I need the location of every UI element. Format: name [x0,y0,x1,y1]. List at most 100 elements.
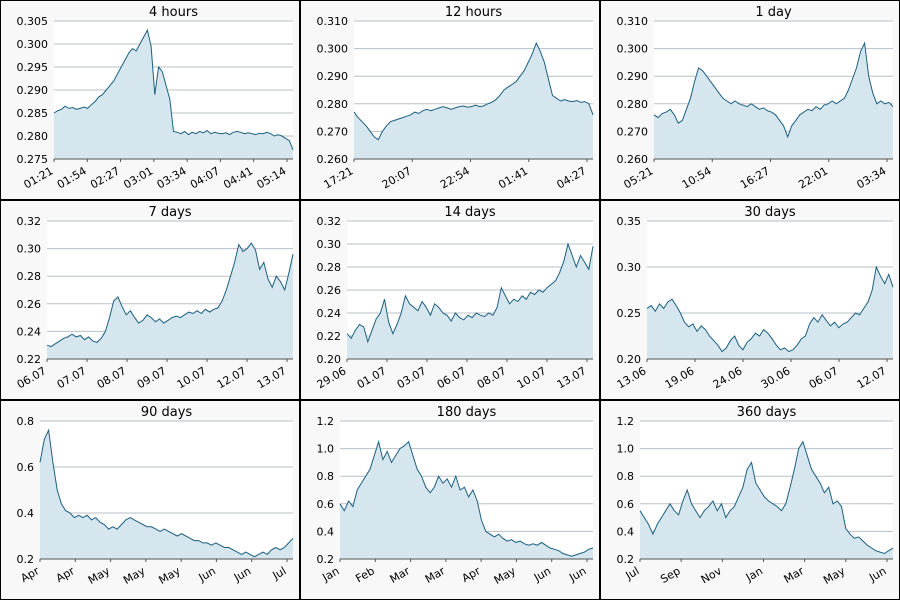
series-line [346,242,594,344]
x-tick-label: 29.06 [315,364,349,391]
x-tick-label: 08.07 [475,364,509,391]
panel-border [599,0,601,600]
chart-svg: 0.260 0.270 0.280 0.290 0.300 0.310 05:21 10:54… [617,5,894,191]
y-tick-label: 0.2 [617,553,635,566]
chart-title: 7 days [148,205,191,220]
chart-panel: 0.275 0.280 0.285 0.290 0.295 0.300 0.305 01:21… [1,1,299,199]
x-tick-label: Jul [270,564,289,582]
x-tick-label: 12.07 [215,364,249,391]
series-line [639,440,894,555]
x-tick-label: Jul [623,564,642,582]
y-tick-label: 0.310 [617,15,649,28]
x-tick-label: Mar [388,564,413,586]
series-line [339,439,594,557]
y-tick-label: 0.260 [317,153,349,166]
x-tick-label: 17:21 [322,164,356,191]
chart-title: 360 days [737,405,797,420]
y-tick-label: 0.25 [617,307,642,320]
x-tick-label: May [121,564,148,587]
chart-svg: 0.20 0.22 0.24 0.26 0.28 0.30 0.32 29.06 01.07 03… [315,205,594,391]
y-tick-label: 0.26 [17,298,42,311]
x-tick-label: Mar [782,564,807,586]
x-tick-label: 12.07 [855,364,889,391]
x-tick-label: 03.07 [395,364,429,391]
y-tick-label: 0.275 [17,153,49,166]
x-tick-label: 24.06 [711,364,745,391]
x-tick-label: 13.07 [255,364,289,391]
chart-title: 90 days [141,405,193,420]
panel-border [0,0,1,600]
x-tick-label: 05:14 [255,164,289,191]
y-tick-label: 0.20 [317,353,342,366]
chart-panel: 0.2 0.4 0.6 0.8 1.0 1.2 Jul Sep Nov Jan Mar May Jun 3… [601,401,899,599]
y-tick-label: 0.8 [17,415,35,428]
x-tick-label: 08.07 [95,364,129,391]
x-tick-label: 10:54 [680,164,714,191]
y-tick-label: 0.2 [17,553,35,566]
y-tick-label: 0.4 [17,507,35,520]
x-tick-label: 22:01 [796,164,830,191]
y-tick-label: 0.295 [17,61,49,74]
x-tick-label: 03:01 [121,164,155,191]
y-tick-label: 0.290 [17,84,49,97]
chart-panel: 0.20 0.25 0.30 0.35 13.06 19.06 24.06 30.06 06.0… [601,201,899,399]
x-tick-label: 04:41 [221,164,255,191]
chart-svg: 0.2 0.4 0.6 0.8 1.0 1.2 Jul Sep Nov Jan Mar May Jun 3… [617,405,894,587]
x-tick-label: Jun [866,564,888,584]
y-tick-label: 0.30 [317,238,342,251]
y-tick-label: 0.24 [17,325,42,338]
y-tick-label: 0.6 [317,498,335,511]
x-tick-label: Apr [460,564,483,585]
y-tick-label: 1.2 [317,415,335,428]
x-tick-label: May [156,564,183,587]
x-tick-label: 05:21 [622,164,656,191]
x-tick-label: 01.07 [355,364,389,391]
x-tick-label: 07.07 [55,364,89,391]
chart-panel: 0.22 0.24 0.26 0.28 0.30 0.32 06.07 07.07 08.07 0… [1,201,299,399]
y-tick-label: 0.6 [617,498,635,511]
x-tick-label: 04:27 [555,164,589,191]
chart-panel: 0.2 0.4 0.6 0.8 Apr Apr May May May Jun Jun Jul 90 d… [1,401,299,599]
y-tick-label: 0.20 [617,353,642,366]
x-tick-label: 30.06 [759,364,793,391]
y-tick-label: 0.310 [317,15,349,28]
x-tick-label: 13.07 [555,364,589,391]
x-tick-label: 03:34 [155,164,189,191]
series-area [40,430,293,559]
x-tick-label: Feb [353,564,376,585]
x-tick-label: 16:27 [738,164,772,191]
y-tick-label: 0.32 [317,215,342,228]
x-tick-label: 04:07 [188,164,222,191]
chart-svg: 0.2 0.4 0.6 0.8 1.0 1.2 Jan Feb Mar Mar Apr May Jun J… [317,405,594,587]
series-area [640,441,893,559]
x-tick-label: May [492,564,519,587]
chart-svg: 0.22 0.24 0.26 0.28 0.30 0.32 06.07 07.07 08.07 0… [15,205,294,391]
series-area [647,267,893,359]
x-tick-label: Jan [743,564,765,584]
chart-svg: 0.2 0.4 0.6 0.8 Apr Apr May May May Jun Jun Jul 90 d… [17,405,294,587]
y-tick-label: 1.0 [617,443,635,456]
x-tick-label: 22:54 [438,164,472,191]
y-tick-label: 0.290 [317,70,349,83]
chart-panel: 0.260 0.270 0.280 0.290 0.300 0.310 17:21 20:07… [301,1,599,199]
series-line [653,41,894,139]
x-tick-label: Jan [319,564,341,584]
y-tick-label: 0.8 [317,470,335,483]
chart-title: 180 days [437,405,497,420]
series-area [354,43,593,159]
series-line [46,242,294,348]
panel-border [0,199,900,201]
x-tick-label: 06.07 [15,364,49,391]
y-tick-label: 0.280 [17,130,49,143]
series-area [347,244,593,359]
panel-border [0,399,900,401]
x-tick-label: Jun [231,564,253,584]
y-tick-label: 0.4 [617,525,635,538]
y-tick-label: 0.2 [317,553,335,566]
x-tick-label: Nov [699,564,725,586]
series-area [654,43,893,159]
x-tick-label: Jun [531,564,553,584]
chart-svg: 0.260 0.270 0.280 0.290 0.300 0.310 17:21 20:07… [317,5,594,191]
x-tick-label: 01:41 [496,164,530,191]
y-tick-label: 0.305 [17,15,49,28]
